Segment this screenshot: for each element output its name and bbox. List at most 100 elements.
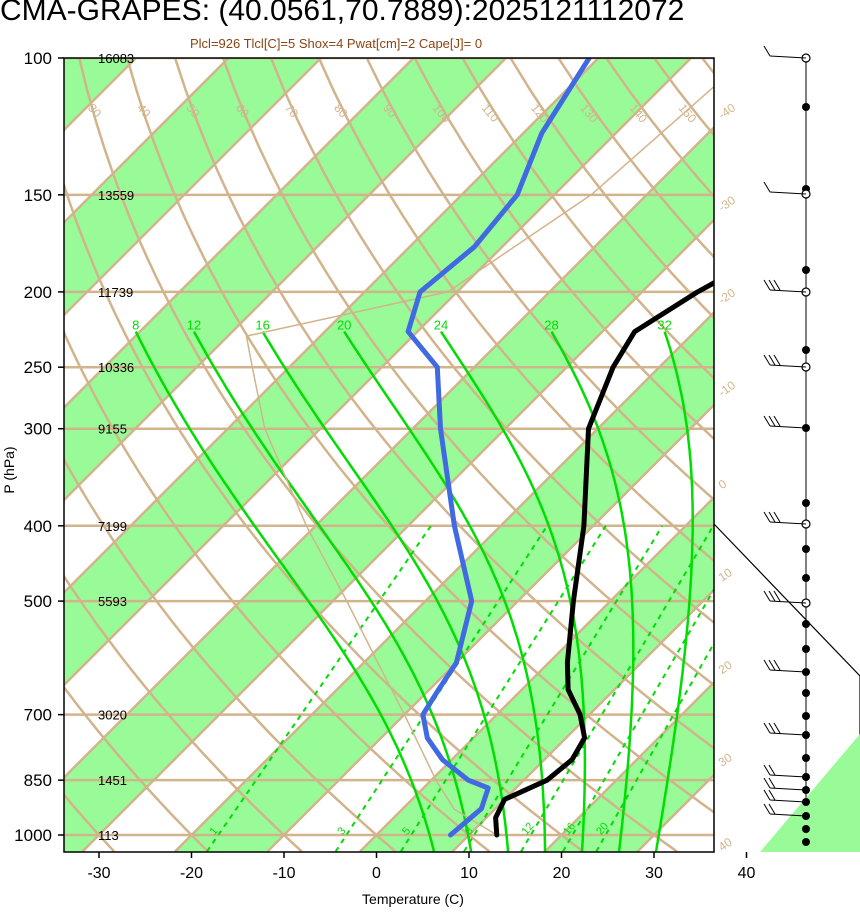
wind-level-dot (802, 103, 810, 111)
height-label: 16083 (98, 51, 134, 66)
moist-adiabat-line (134, 331, 436, 852)
wind-barb-flag (763, 590, 771, 602)
y-tick-label: 200 (24, 283, 52, 302)
dry-adiabat-line (365, 58, 714, 502)
isotherm-line (174, 310, 714, 852)
y-tick-label: 850 (24, 771, 52, 790)
chart-title: CMA-GRAPES: (40.0561,70.7889):2025121112… (0, 0, 685, 27)
height-label: 9155 (98, 422, 127, 437)
moist-adiabat-label: 12 (187, 318, 201, 333)
wind-barb-flag (768, 789, 776, 801)
dry-adiabat-label: 70 (282, 101, 302, 120)
y-tick-label: 500 (24, 592, 52, 611)
isotherm-label: 20 (716, 658, 735, 677)
x-tick-label: 10 (460, 865, 478, 882)
x-axis-label: Temperature (C) (362, 891, 464, 907)
dry-adiabat-line (64, 574, 303, 852)
isotherm-line (64, 58, 322, 317)
moist-adiabat-label: 32 (657, 318, 671, 333)
chart-subtitle: Plcl=926 Tlcl[C]=5 Shox=4 Pwat[cm]=2 Cap… (190, 36, 483, 51)
wind-barb-staff (769, 521, 807, 525)
wind-barb-staff (769, 55, 807, 59)
dry-adiabat-line (64, 685, 209, 852)
dry-adiabat-line (125, 58, 714, 814)
height-label: 5593 (98, 594, 127, 609)
wind-level-dot (802, 645, 810, 653)
wind-barb-flag (768, 415, 776, 427)
y-tick-label: 400 (24, 517, 52, 536)
wind-barb-flag (763, 279, 771, 291)
y-tick-label: 300 (24, 420, 52, 439)
isotherm-line (823, 58, 860, 851)
x-tick-label: 20 (553, 865, 571, 882)
y-tick-label: 150 (24, 186, 52, 205)
profiles (245, 58, 714, 838)
moist-adiabat-line (654, 331, 694, 852)
y-tick-label: 1000 (14, 826, 52, 845)
plot-frame (63, 57, 715, 853)
wind-barb-staff (769, 787, 807, 791)
dewpoint-line (405, 58, 592, 838)
wind-barb-flag (773, 590, 781, 602)
wind-level-dot (802, 689, 810, 697)
wind-level-dot (802, 266, 810, 274)
wind-barb-flag (763, 659, 771, 671)
moist-adiabat-label: 24 (434, 318, 448, 333)
wind-level-dot (802, 574, 810, 582)
dry-adiabat-label: 40 (134, 101, 154, 120)
isotherm-label: 0 (716, 476, 730, 491)
moist-adiabats (134, 330, 694, 852)
wind-barb-flag (763, 415, 771, 427)
wind-barb-staff (769, 799, 807, 803)
moist-adiabat-line (550, 330, 635, 852)
wind-barb-flag (768, 279, 776, 291)
wind-barb-staff (769, 732, 807, 736)
wind-barb-flag (768, 764, 776, 776)
wind-barb-staff (769, 669, 807, 673)
mixing-ratio-line (463, 525, 664, 852)
wind-barb-flag (768, 722, 776, 734)
wind-barb-staff (769, 425, 807, 429)
x-tick-label: 0 (372, 865, 381, 882)
isotherm-label: -20 (716, 285, 739, 307)
dry-adiabat-label: 110 (479, 101, 502, 125)
isotherm-label: -40 (716, 100, 739, 122)
isotherm-line (81, 218, 714, 852)
height-label: 11739 (98, 285, 133, 300)
dry-adiabat-line (269, 58, 714, 625)
parcel-path (245, 85, 714, 836)
height-label: 7199 (98, 519, 127, 534)
isotherm-line (64, 58, 600, 595)
dry-adiabat-line (701, 58, 714, 76)
isotherm-line (359, 495, 714, 852)
mixing-ratio-line (562, 587, 714, 852)
dry-adiabat-line (173, 58, 714, 750)
temperature-line (493, 280, 714, 838)
wind-barb-flag (763, 45, 771, 57)
height-label: 13559 (98, 188, 134, 203)
wind-barb-flag (768, 803, 776, 815)
wind-barb-flag (763, 722, 771, 734)
y-axis-label: P (hPa) (1, 446, 17, 493)
dry-adiabat-line (78, 58, 678, 852)
y-tick-label: 250 (24, 358, 52, 377)
wind-barb-panel (713, 45, 860, 852)
wind-barb-flag (768, 659, 776, 671)
wind-barb-flag (768, 590, 776, 602)
isotherm-label: 10 (716, 565, 735, 584)
height-label: 3020 (98, 708, 127, 723)
isotherm-band (760, 734, 860, 852)
wind-barb-flag (768, 777, 776, 789)
isotherm-line (730, 58, 860, 851)
dry-adiabat-line (317, 58, 714, 563)
moist-adiabat-label: 20 (337, 318, 351, 333)
wind-level-dot (802, 346, 810, 354)
wind-barb-flag (763, 354, 771, 366)
x-tick-label: -10 (272, 865, 295, 882)
height-label: 1451 (98, 773, 127, 788)
dry-adiabat-line (64, 329, 491, 852)
y-tick-label: 700 (24, 706, 52, 725)
isotherm-line (64, 125, 714, 780)
